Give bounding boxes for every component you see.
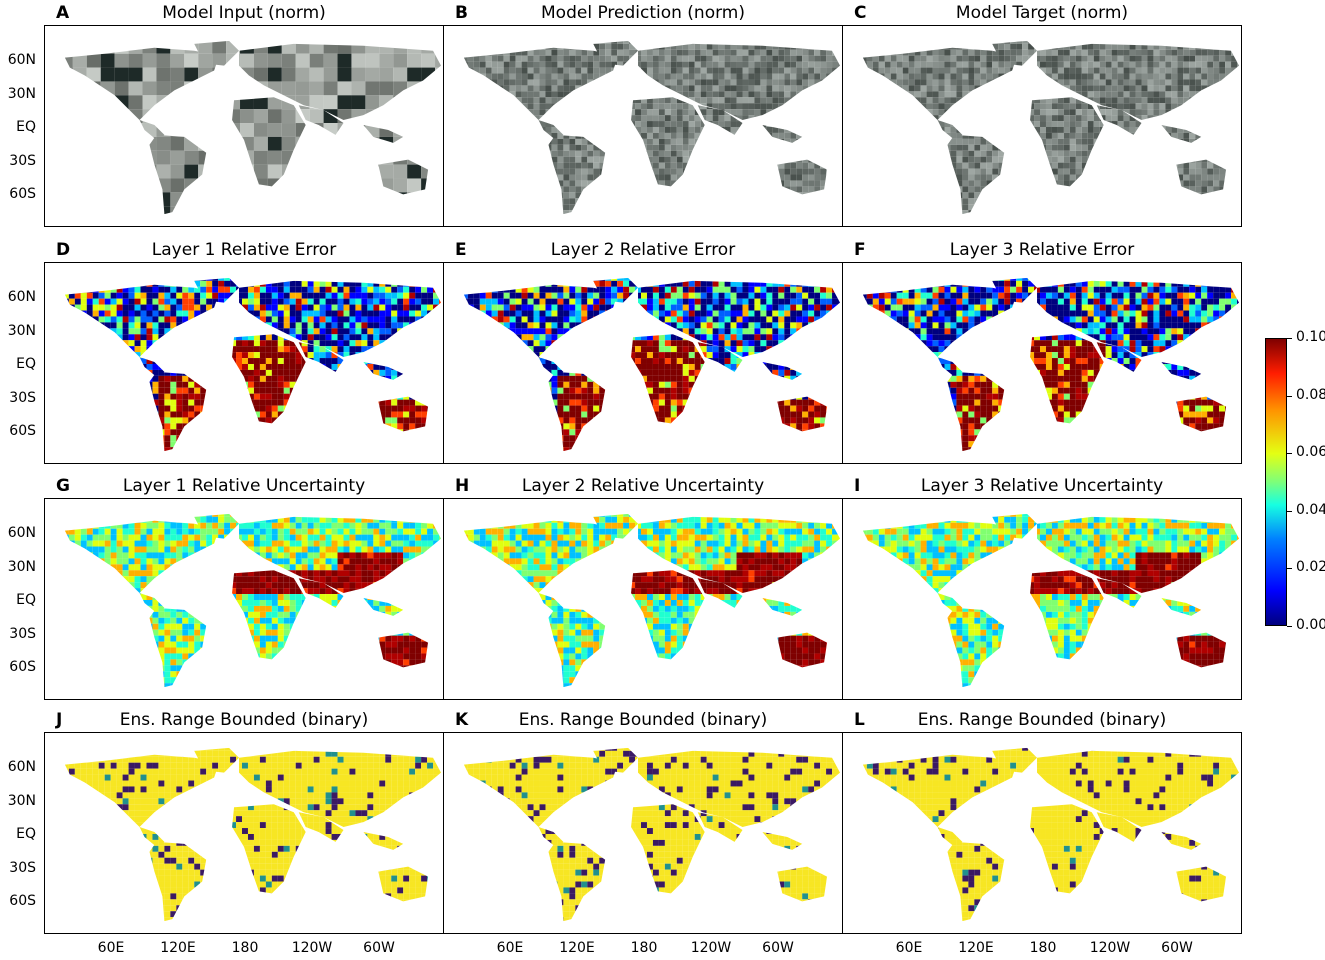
- panel-letter: K: [455, 710, 468, 730]
- panel-title: Layer 2 Relative Error: [443, 240, 843, 260]
- lat-tick-label: 60S: [0, 423, 36, 439]
- panel-title: Ens. Range Bounded (binary): [443, 710, 843, 730]
- colorbar: [1265, 338, 1287, 626]
- lat-tick-label: 60S: [0, 893, 36, 909]
- panel-title: Model Target (norm): [842, 3, 1242, 23]
- lat-tick-label: EQ: [0, 356, 36, 372]
- lat-tick-label: 60N: [0, 52, 36, 68]
- panel-letter: G: [56, 476, 70, 496]
- panel-title: Ens. Range Bounded (binary): [842, 710, 1242, 730]
- colorbar-tick-mark: [1287, 453, 1292, 455]
- panel-title: Layer 1 Relative Uncertainty: [44, 476, 444, 496]
- map-image: [64, 277, 442, 452]
- lat-tick-label: 60N: [0, 289, 36, 305]
- lat-tick-label: EQ: [0, 119, 36, 135]
- map-image: [862, 747, 1240, 922]
- lon-tick-label: 120E: [951, 940, 1001, 956]
- panel-title: Layer 3 Relative Uncertainty: [842, 476, 1242, 496]
- map-image: [64, 747, 442, 922]
- lat-tick-label: 60N: [0, 525, 36, 541]
- panel-letter: A: [56, 3, 69, 23]
- panel-letter: D: [56, 240, 70, 260]
- map-image: [862, 40, 1240, 215]
- map-panel: [842, 498, 1242, 700]
- lat-tick-label: 30N: [0, 323, 36, 339]
- map-panel: [842, 732, 1242, 934]
- panel-letter: J: [56, 710, 62, 730]
- lon-tick-label: 120W: [1085, 940, 1135, 956]
- map-image: [862, 277, 1240, 452]
- colorbar-tick-label: 0.04: [1296, 502, 1325, 518]
- lon-tick-label: 180: [619, 940, 669, 956]
- map-panel: [44, 498, 444, 700]
- panel-title: Layer 1 Relative Error: [44, 240, 444, 260]
- colorbar-tick-mark: [1287, 510, 1292, 512]
- panel-letter: C: [854, 3, 866, 23]
- lat-tick-label: EQ: [0, 826, 36, 842]
- lat-tick-label: EQ: [0, 592, 36, 608]
- map-image: [64, 40, 442, 215]
- lat-tick-label: 30N: [0, 559, 36, 575]
- lon-tick-label: 60W: [354, 940, 404, 956]
- colorbar-tick-mark: [1287, 568, 1292, 570]
- map-panel: [443, 498, 843, 700]
- panel-title: Model Input (norm): [44, 3, 444, 23]
- panel-letter: F: [854, 240, 866, 260]
- map-image: [463, 40, 841, 215]
- lon-tick-label: 60E: [485, 940, 535, 956]
- map-panel: [44, 732, 444, 934]
- colorbar-tick-mark: [1287, 338, 1292, 339]
- lat-tick-label: 30S: [0, 390, 36, 406]
- panel-title: Layer 3 Relative Error: [842, 240, 1242, 260]
- lat-tick-label: 60S: [0, 659, 36, 675]
- panel-title: Model Prediction (norm): [443, 3, 843, 23]
- map-image: [862, 513, 1240, 688]
- colorbar-tick-label: 0.08: [1296, 387, 1325, 403]
- map-panel: [443, 732, 843, 934]
- lon-tick-label: 60W: [1152, 940, 1202, 956]
- lat-tick-label: 30N: [0, 793, 36, 809]
- colorbar-tick-label: 0.02: [1296, 559, 1325, 575]
- panel-letter: L: [854, 710, 865, 730]
- panel-letter: H: [455, 476, 469, 496]
- lat-tick-label: 30S: [0, 153, 36, 169]
- lon-tick-label: 120E: [552, 940, 602, 956]
- lat-tick-label: 30S: [0, 860, 36, 876]
- panel-letter: B: [455, 3, 468, 23]
- colorbar-tick-label: 0.00: [1296, 617, 1325, 633]
- map-panel: [44, 262, 444, 464]
- map-image: [463, 277, 841, 452]
- lat-tick-label: 60S: [0, 186, 36, 202]
- map-image: [64, 513, 442, 688]
- lon-tick-label: 120W: [686, 940, 736, 956]
- map-panel: [842, 262, 1242, 464]
- colorbar-tick-mark: [1287, 626, 1292, 627]
- colorbar-tick-mark: [1287, 395, 1292, 397]
- colorbar-tick-label: 0.06: [1296, 444, 1325, 460]
- lat-tick-label: 30S: [0, 626, 36, 642]
- panel-letter: E: [455, 240, 467, 260]
- map-image: [463, 513, 841, 688]
- lon-tick-label: 120E: [153, 940, 203, 956]
- lon-tick-label: 180: [220, 940, 270, 956]
- colorbar-tick-label: 0.10: [1296, 329, 1325, 345]
- lon-tick-label: 60E: [86, 940, 136, 956]
- panel-title: Ens. Range Bounded (binary): [44, 710, 444, 730]
- map-panel: [842, 25, 1242, 227]
- lat-tick-label: 30N: [0, 86, 36, 102]
- panel-letter: I: [854, 476, 860, 496]
- lat-tick-label: 60N: [0, 759, 36, 775]
- map-image: [463, 747, 841, 922]
- lon-tick-label: 60E: [884, 940, 934, 956]
- panel-title: Layer 2 Relative Uncertainty: [443, 476, 843, 496]
- map-panel: [443, 262, 843, 464]
- lon-tick-label: 120W: [287, 940, 337, 956]
- map-panel: [44, 25, 444, 227]
- lon-tick-label: 60W: [753, 940, 803, 956]
- lon-tick-label: 180: [1018, 940, 1068, 956]
- map-panel: [443, 25, 843, 227]
